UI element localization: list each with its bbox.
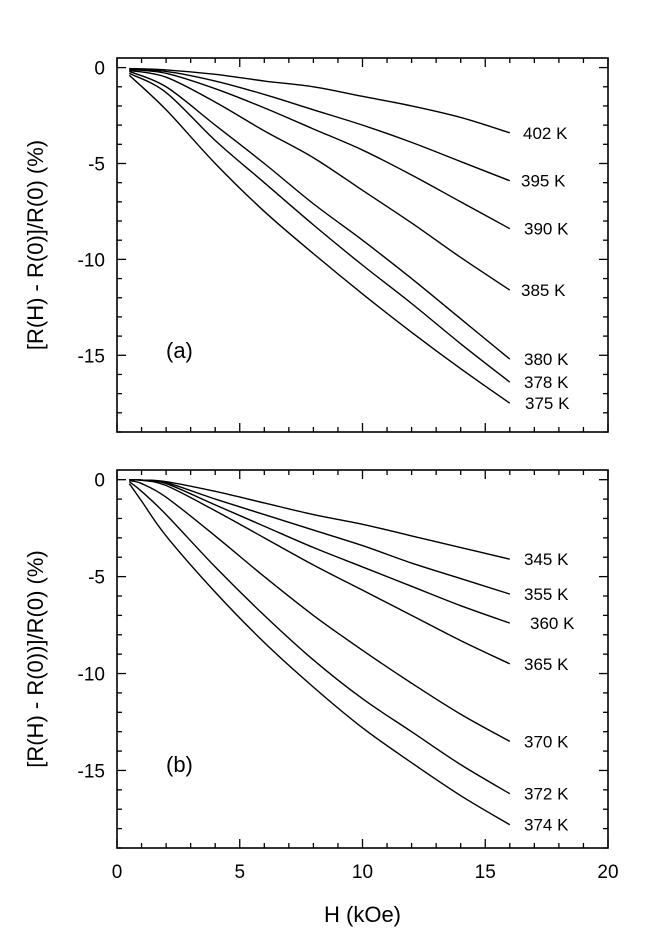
- y-tick-label: -5: [88, 154, 105, 175]
- series-line-365k: [129, 478, 511, 665]
- series-label-372k: 372 K: [524, 785, 569, 804]
- series-label-370k: 370 K: [524, 732, 569, 751]
- x-axis-title: H (kOe): [324, 902, 401, 927]
- series-line-402k: [129, 67, 511, 134]
- x-tick-label: 10: [352, 862, 373, 883]
- series-label-380k: 380 K: [524, 350, 569, 369]
- x-tick-label: 0: [112, 862, 123, 883]
- series-line-370k: [129, 479, 511, 742]
- series-label-365k: 365 K: [524, 655, 569, 674]
- series-line-395k: [129, 68, 511, 182]
- series-label-378k: 378 K: [524, 373, 569, 392]
- series-label-375k: 375 K: [525, 394, 570, 413]
- y-tick-label: 0: [94, 471, 105, 492]
- panel-a: 0 -5 -10 -15 [R(H) - R(0)]/R(0) (%) (a) 402 K 3…: [23, 57, 609, 433]
- series-line-372k: [128, 481, 511, 795]
- series-line-360k: [129, 478, 511, 624]
- y-tick-label: -10: [78, 250, 105, 271]
- series-label-395k: 395 K: [521, 172, 566, 191]
- panel-label: (b): [166, 752, 193, 777]
- series-line-380k: [129, 70, 511, 360]
- series-label-390k: 390 K: [524, 220, 569, 239]
- series-line-374k: [128, 483, 511, 826]
- y-tick-label: -15: [78, 346, 105, 367]
- series-line-375k: [128, 74, 511, 404]
- panel-label: (a): [166, 338, 193, 363]
- y-tick-label: -15: [78, 761, 105, 782]
- series-line-390k: [129, 68, 511, 230]
- y-tick-label: -5: [88, 568, 105, 589]
- series-label-374k: 374 K: [524, 816, 569, 835]
- x-tick-label: 5: [234, 862, 245, 883]
- y-axis-title: [R(H) - R(0)]/R(0) (%): [23, 140, 48, 350]
- y-tick-label: 0: [94, 59, 105, 80]
- series-label-385k: 385 K: [521, 281, 566, 300]
- panel-b: 0 -5 -10 -15 0 5 10 15 20 [R(H) - R(0))]/R(0) (%)…: [23, 469, 619, 927]
- series-label-402k: 402 K: [523, 124, 568, 143]
- series-label-345k: 345 K: [524, 550, 569, 569]
- series-label-360k: 360 K: [530, 614, 575, 633]
- x-tick-label: 20: [597, 862, 618, 883]
- series-line-385k: [129, 69, 511, 291]
- x-tick-label: 15: [475, 862, 496, 883]
- series-label-355k: 355 K: [524, 585, 569, 604]
- series-line-378k: [128, 72, 511, 383]
- y-axis-title: [R(H) - R(0))]/R(0) (%): [23, 550, 48, 768]
- y-tick-label: -10: [78, 665, 105, 686]
